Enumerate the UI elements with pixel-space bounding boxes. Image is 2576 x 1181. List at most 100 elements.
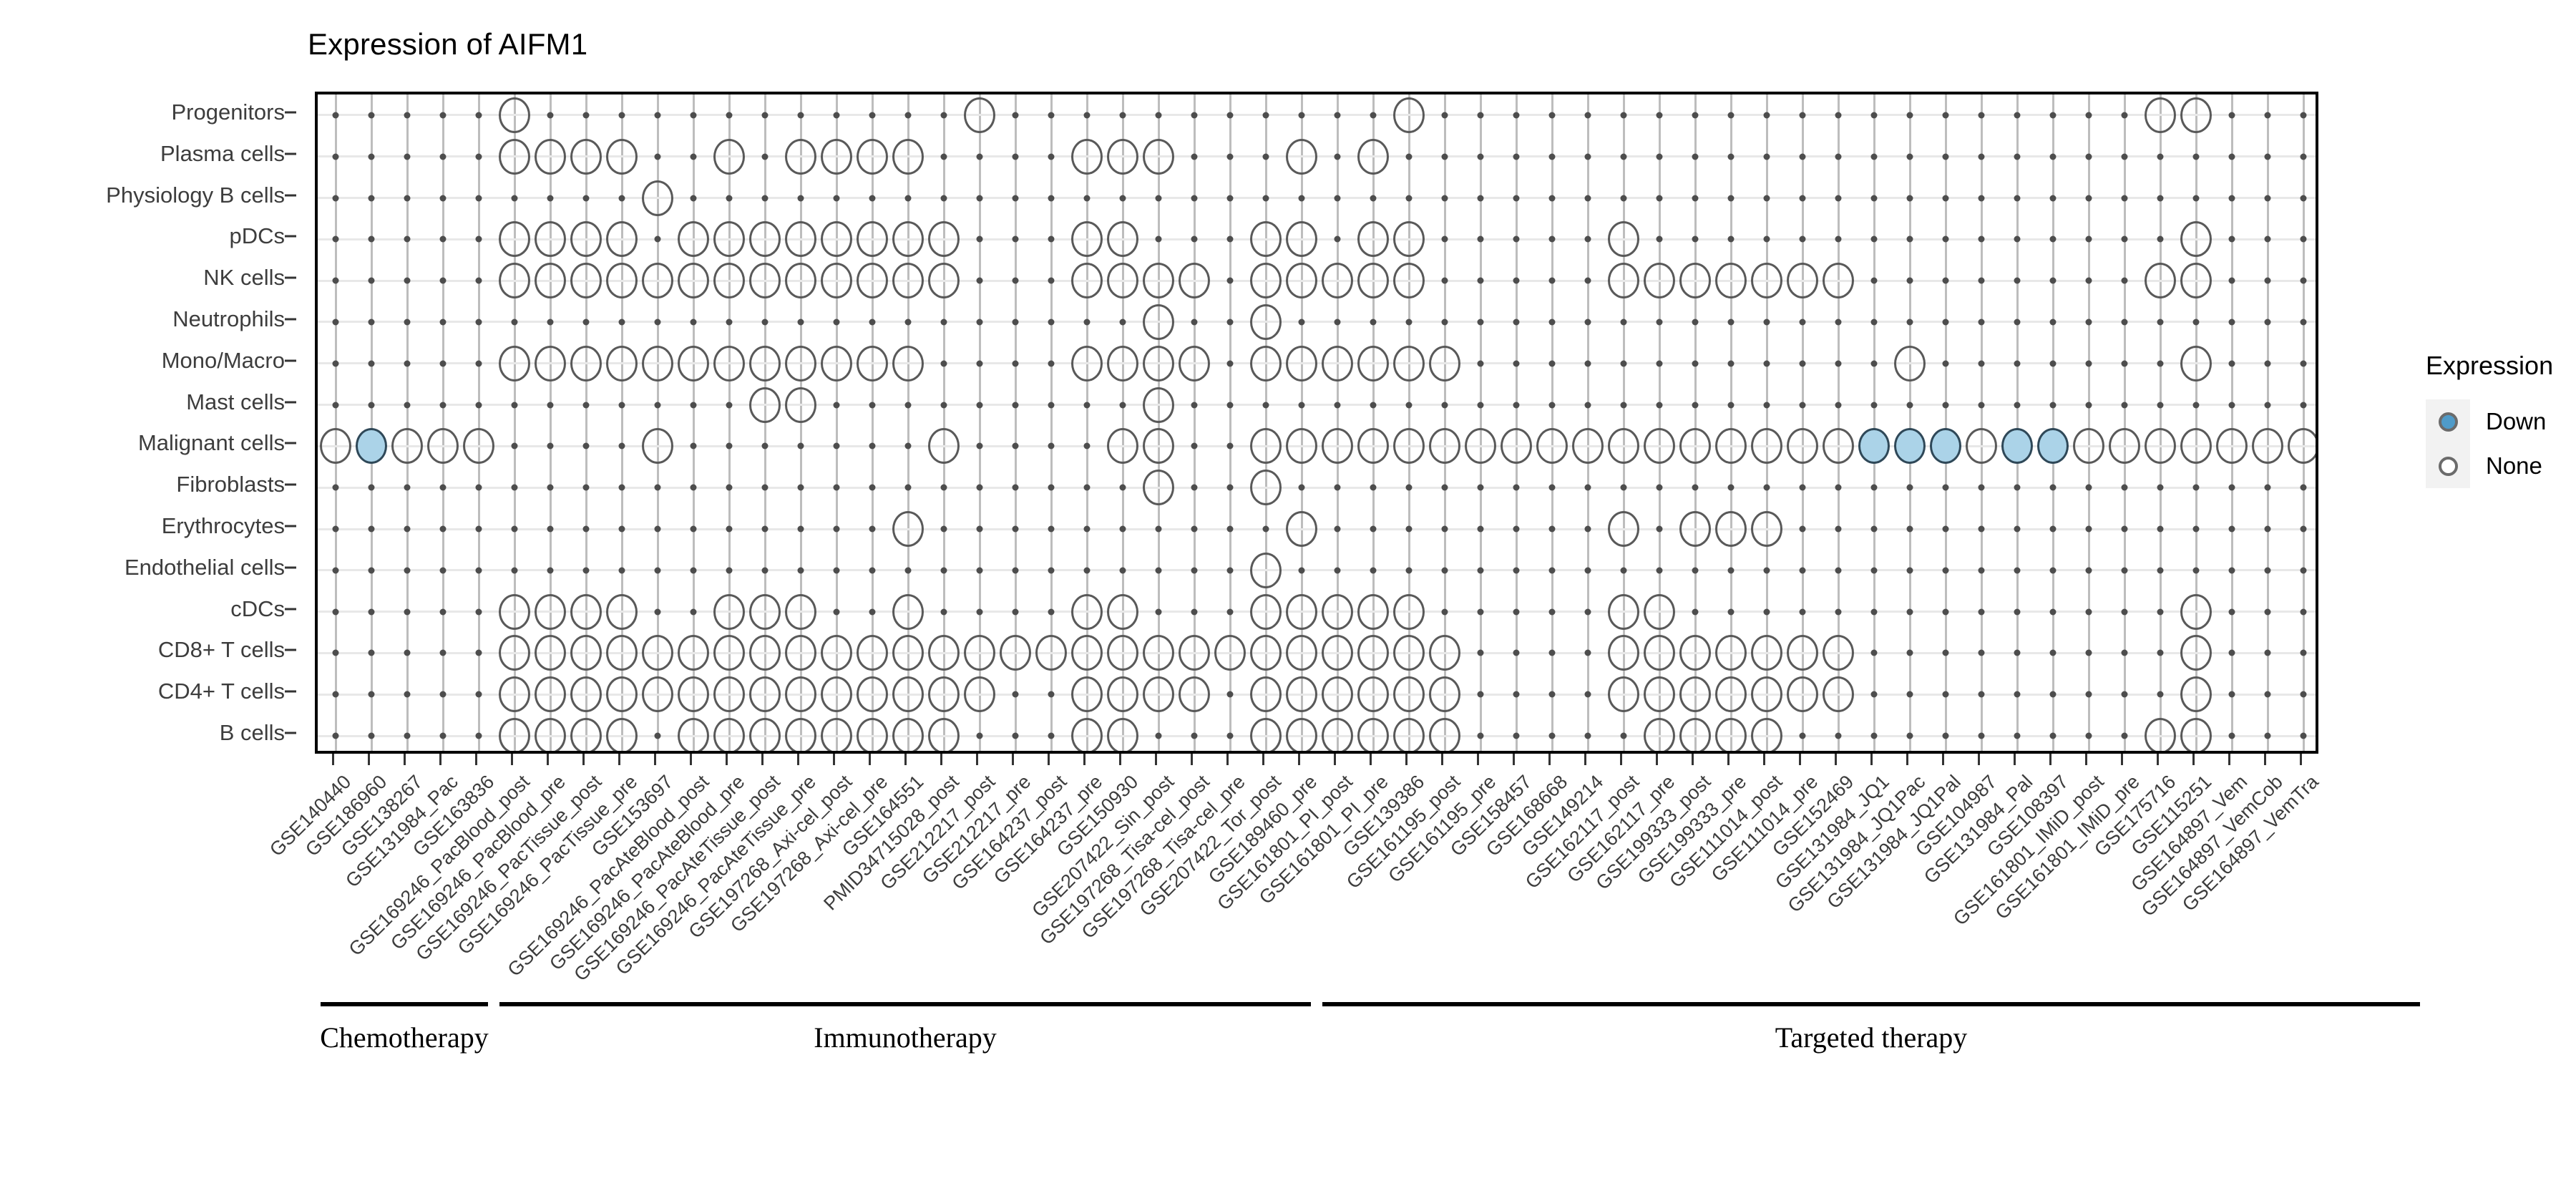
data-point[interactable] [892,138,924,175]
data-point[interactable] [535,676,566,713]
data-point[interactable] [1107,263,1138,299]
data-point[interactable] [2001,428,2033,465]
data-point[interactable] [1071,635,1103,671]
data-point[interactable] [1107,676,1138,713]
data-point[interactable] [570,676,602,713]
data-point[interactable] [1143,387,1174,423]
data-point[interactable] [499,718,530,751]
data-point[interactable] [2109,428,2140,465]
data-point[interactable] [1286,676,1317,713]
data-point[interactable] [928,428,960,465]
data-point[interactable] [892,718,924,751]
data-point[interactable] [2145,718,2176,751]
data-point[interactable] [535,635,566,671]
data-point[interactable] [1429,345,1460,381]
data-point[interactable] [1679,263,1711,299]
data-point[interactable] [678,221,709,258]
data-point[interactable] [1071,718,1103,751]
data-point[interactable] [857,221,888,258]
data-point[interactable] [1644,428,1675,465]
data-point[interactable] [2145,263,2176,299]
data-point[interactable] [570,345,602,381]
data-point[interactable] [2180,635,2212,671]
data-point[interactable] [1286,511,1317,548]
data-point[interactable] [749,221,781,258]
data-point[interactable] [821,635,852,671]
data-point[interactable] [892,511,924,548]
data-point[interactable] [535,221,566,258]
data-point[interactable] [1179,263,1210,299]
data-point[interactable] [1751,635,1782,671]
data-point[interactable] [535,593,566,630]
data-point[interactable] [2180,345,2212,381]
data-point[interactable] [1107,718,1138,751]
data-point[interactable] [857,263,888,299]
data-point[interactable] [391,428,423,465]
data-point[interactable] [1787,676,1818,713]
data-point[interactable] [713,345,745,381]
data-point[interactable] [1715,718,1747,751]
data-point[interactable] [1429,676,1460,713]
data-point[interactable] [1071,345,1103,381]
data-point[interactable] [1858,428,1890,465]
data-point[interactable] [1644,718,1675,751]
data-point[interactable] [2180,676,2212,713]
data-point[interactable] [713,635,745,671]
data-point[interactable] [785,263,816,299]
data-point[interactable] [1715,635,1747,671]
data-point[interactable] [857,676,888,713]
data-point[interactable] [1894,345,1926,381]
data-point[interactable] [1143,470,1174,506]
data-point[interactable] [570,138,602,175]
data-point[interactable] [785,387,816,423]
data-point[interactable] [1322,345,1353,381]
data-point[interactable] [713,593,745,630]
data-point[interactable] [1644,593,1675,630]
data-point[interactable] [749,387,781,423]
data-point[interactable] [2145,428,2176,465]
data-point[interactable] [2073,428,2104,465]
data-point[interactable] [1179,676,1210,713]
data-point[interactable] [1751,718,1782,751]
data-point[interactable] [713,263,745,299]
data-point[interactable] [1608,635,1639,671]
data-point[interactable] [1286,263,1317,299]
data-point[interactable] [1679,511,1711,548]
data-point[interactable] [1107,138,1138,175]
data-point[interactable] [785,593,816,630]
data-point[interactable] [821,138,852,175]
data-point[interactable] [1393,428,1425,465]
data-point[interactable] [499,221,530,258]
data-point[interactable] [2180,97,2212,133]
data-point[interactable] [713,138,745,175]
data-point[interactable] [642,428,673,465]
data-point[interactable] [2180,263,2212,299]
data-point[interactable] [1143,138,1174,175]
data-point[interactable] [499,635,530,671]
data-point[interactable] [535,138,566,175]
data-point[interactable] [1465,428,1496,465]
data-point[interactable] [1393,221,1425,258]
data-point[interactable] [1393,263,1425,299]
data-point[interactable] [1608,221,1639,258]
data-point[interactable] [1143,428,1174,465]
data-point[interactable] [821,263,852,299]
data-point[interactable] [642,676,673,713]
data-point[interactable] [1572,428,1604,465]
data-point[interactable] [1179,345,1210,381]
data-point[interactable] [606,593,638,630]
data-point[interactable] [1679,718,1711,751]
data-point[interactable] [713,718,745,751]
data-point[interactable] [570,263,602,299]
data-point[interactable] [928,676,960,713]
data-point[interactable] [570,593,602,630]
data-point[interactable] [427,428,459,465]
data-point[interactable] [1787,428,1818,465]
data-point[interactable] [1393,97,1425,133]
data-point[interactable] [499,263,530,299]
data-point[interactable] [1357,676,1389,713]
data-point[interactable] [1608,263,1639,299]
data-point[interactable] [785,345,816,381]
data-point[interactable] [785,138,816,175]
data-point[interactable] [320,428,351,465]
